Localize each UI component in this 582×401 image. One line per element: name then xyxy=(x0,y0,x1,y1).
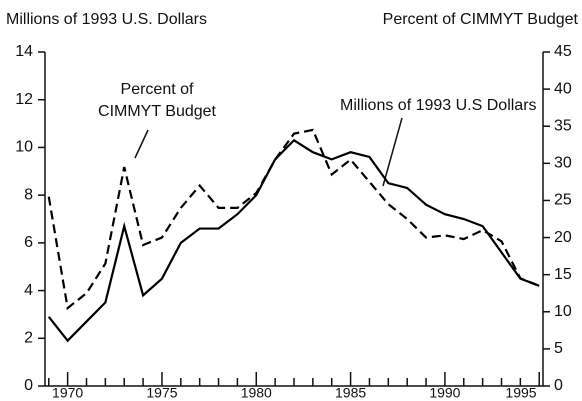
series-label: Millions of 1993 U.S Dollars xyxy=(340,97,537,114)
x-tick-label: 1975 xyxy=(146,385,177,401)
x-tick-label: 1990 xyxy=(429,385,460,401)
x-tick-label: 1980 xyxy=(241,385,272,401)
annotation-pointer xyxy=(134,129,149,159)
y2-tick-label: 0 xyxy=(554,377,563,394)
y2-tick-label: 35 xyxy=(554,117,572,134)
y-tick-label: 8 xyxy=(24,186,33,203)
y-tick-label: 12 xyxy=(15,91,33,108)
y2-tick-label: 30 xyxy=(554,155,572,172)
y2-tick-label: 10 xyxy=(554,303,572,320)
y2-tick-label: 15 xyxy=(554,266,572,283)
y-tick-label: 6 xyxy=(24,234,33,251)
series-label: Percent of xyxy=(121,81,194,98)
data-line xyxy=(47,128,540,311)
y2-axis-title: Percent of CIMMYT Budget xyxy=(383,11,579,28)
series-label: CIMMYT Budget xyxy=(98,103,217,120)
y-tick-label: 10 xyxy=(15,139,33,156)
y2-tick-label: 20 xyxy=(554,229,572,246)
y-tick-label: 0 xyxy=(24,377,33,394)
y-tick-label: 14 xyxy=(15,43,33,60)
y-tick-label: 2 xyxy=(24,330,33,347)
y2-tick-label: 40 xyxy=(554,80,572,97)
annotation-pointer xyxy=(382,117,403,187)
data-line xyxy=(47,138,540,343)
y2-tick-label: 5 xyxy=(554,340,563,357)
x-tick-label: 1970 xyxy=(52,385,83,401)
y2-tick-label: 25 xyxy=(554,192,572,209)
y2-tick-label: 45 xyxy=(554,43,572,60)
y-tick-label: 4 xyxy=(24,282,33,299)
x-tick-label: 1995 xyxy=(505,385,536,401)
y-axis-title: Millions of 1993 U.S. Dollars xyxy=(6,11,207,28)
x-tick-label: 1985 xyxy=(335,385,366,401)
